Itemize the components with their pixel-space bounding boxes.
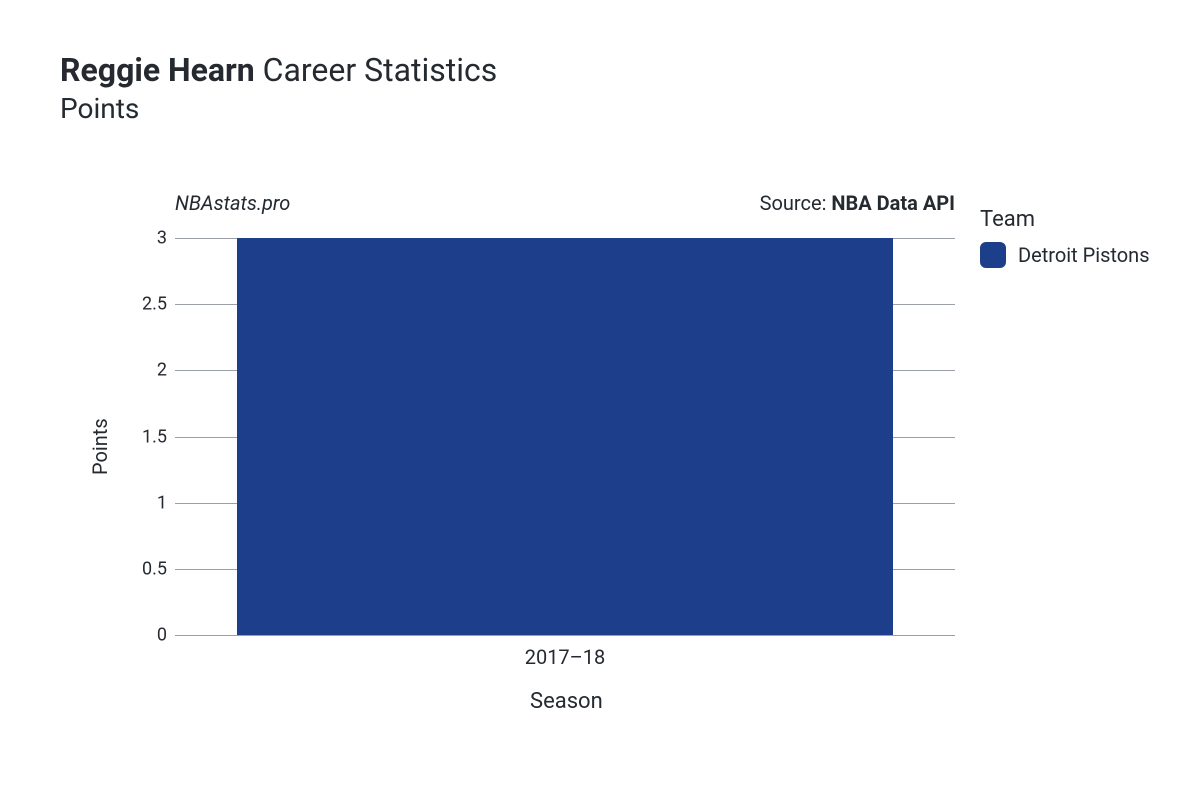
legend-swatch [980, 242, 1006, 268]
chart-subtitle: Points [60, 92, 1170, 125]
source-prefix: Source: [760, 191, 832, 215]
x-axis-label: Season [530, 689, 603, 714]
chart-area: 00.511.522.532017–18 [175, 225, 955, 635]
y-tick-label: 2 [157, 360, 175, 381]
y-tick-label: 2.5 [142, 294, 175, 315]
legend: Team Detroit Pistons [980, 207, 1150, 268]
stats-chart-container: Reggie Hearn Career Statistics Points NB… [0, 0, 1200, 800]
plot-wrap: NBAstats.pro Source: NBA Data API Points… [60, 165, 1160, 725]
x-tick-label: 2017–18 [525, 635, 606, 669]
legend-item: Detroit Pistons [980, 242, 1150, 268]
player-name: Reggie Hearn [60, 51, 255, 89]
y-axis-label: Points [88, 418, 112, 475]
bar [237, 238, 892, 635]
y-tick-label: 0 [157, 625, 175, 646]
source-annotation: Source: NBA Data API [760, 191, 955, 215]
legend-title: Team [980, 207, 1150, 232]
y-tick-label: 1.5 [142, 426, 175, 447]
site-name: NBAstats.pro [175, 191, 290, 215]
site-annotation: NBAstats.pro [175, 191, 290, 215]
title-suffix: Career Statistics [263, 51, 498, 89]
source-name: NBA Data API [831, 191, 955, 215]
y-tick-label: 0.5 [142, 558, 175, 579]
chart-title: Reggie Hearn Career Statistics [60, 50, 1170, 90]
legend-label: Detroit Pistons [1018, 243, 1150, 267]
y-tick-label: 1 [157, 492, 175, 513]
legend-items: Detroit Pistons [980, 242, 1150, 268]
y-tick-label: 3 [157, 228, 175, 249]
